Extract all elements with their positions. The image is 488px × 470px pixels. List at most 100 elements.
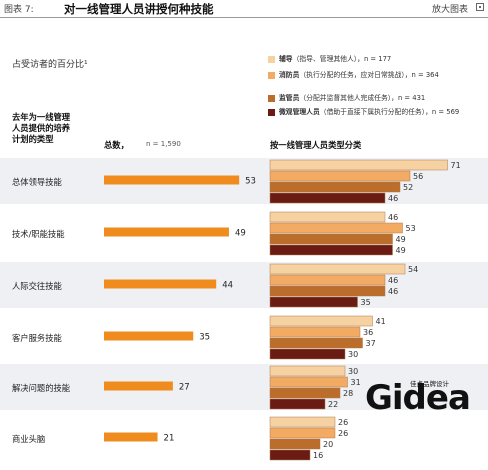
type-bar <box>269 449 311 461</box>
total-value-label: 53 <box>245 177 256 187</box>
type-value-label: 46 <box>388 287 398 296</box>
type-bar <box>269 263 406 275</box>
type-value-label: 52 <box>403 183 413 192</box>
logo-wordmark: Gidea <box>365 378 471 418</box>
type-value-label: 28 <box>343 389 353 398</box>
total-bar <box>104 432 158 442</box>
type-value-label: 20 <box>323 440 333 449</box>
category-label: 技术/职能技能 <box>12 229 65 239</box>
total-bar <box>104 331 194 341</box>
type-value-label: 49 <box>396 246 406 255</box>
legend-text: 微观管理人员（借助于直接下属执行分配的任务），n = 569 <box>279 108 484 117</box>
category-label: 商业头脑 <box>12 434 46 444</box>
type-value-label: 46 <box>388 276 398 285</box>
type-bar <box>269 365 346 377</box>
type-value-label: 37 <box>366 339 376 348</box>
zoom-chart-link[interactable]: 放大图表 <box>432 5 469 15</box>
type-bar <box>269 337 363 349</box>
type-value-label: 41 <box>376 317 386 326</box>
type-bar <box>269 222 403 234</box>
type-bar <box>269 348 346 360</box>
type-bar <box>269 192 386 204</box>
type-bar <box>269 285 386 297</box>
type-value-label: 49 <box>396 235 406 244</box>
figure-label: 图表 7: <box>4 5 34 15</box>
chart-subtitle: 占受访者的百分比¹ <box>12 60 88 70</box>
total-bar <box>104 175 240 185</box>
type-bar <box>269 296 358 308</box>
category-label: 人际交往技能 <box>12 281 62 291</box>
legend-series-name: 微观管理人员 <box>279 108 320 116</box>
legend-swatch <box>268 95 275 102</box>
type-value-label: 71 <box>451 161 461 170</box>
category-band <box>0 262 488 308</box>
total-value-label: 49 <box>235 229 246 239</box>
type-bar <box>269 211 386 223</box>
type-bar <box>269 274 386 286</box>
type-bar <box>269 376 348 388</box>
total-value-label: 21 <box>164 434 175 444</box>
legend-text: 监管员（分配并监督其他人完成任务），n = 431 <box>279 94 484 103</box>
legend-text: 辅导（指导、管理其他人），n = 177 <box>279 55 484 64</box>
category-header-line: 计划的类型 <box>12 134 54 144</box>
type-bar <box>269 427 336 439</box>
total-value-label: 27 <box>179 383 190 393</box>
total-sample-size: n = 1,590 <box>146 140 181 148</box>
page-title: 对一线管理人员讲授何种技能 <box>64 2 214 16</box>
type-bar <box>269 438 321 450</box>
type-bar <box>269 315 373 327</box>
category-label: 解决问题的技能 <box>12 383 71 393</box>
total-value-label: 44 <box>222 281 233 291</box>
type-value-label: 46 <box>388 194 398 203</box>
type-bar <box>269 233 393 245</box>
category-header-line: 去年为一线管理 <box>12 112 71 122</box>
type-value-label: 22 <box>328 400 338 409</box>
legend-series-name: 监管员 <box>279 94 300 102</box>
legend-series-desc: （执行分配的任务，应对日常挑战），n = 364 <box>299 71 439 79</box>
type-value-label: 30 <box>348 350 358 359</box>
category-label: 客户服务技能 <box>12 333 62 343</box>
legend-series-desc: （分配并监督其他人完成任务），n = 431 <box>299 94 426 102</box>
type-bar <box>269 326 361 338</box>
header-divider <box>0 17 488 18</box>
legend-swatch <box>268 72 275 79</box>
logo-tagline: 佳点品牌设计 <box>410 380 449 388</box>
type-value-label: 35 <box>361 298 371 307</box>
type-column-header: 按一线管理人员类型分类 <box>270 140 362 150</box>
type-value-label: 54 <box>408 265 418 274</box>
type-value-label: 31 <box>351 378 361 387</box>
total-bar <box>104 381 173 391</box>
type-bar <box>269 244 393 256</box>
type-value-label: 16 <box>313 451 323 460</box>
total-bar <box>104 279 217 289</box>
type-bar <box>269 416 336 428</box>
type-value-label: 30 <box>348 367 358 376</box>
type-bar <box>269 398 326 410</box>
zoom-icon[interactable] <box>476 3 484 11</box>
category-header-line: 人员提供的培养 <box>12 123 71 133</box>
category-column-header: 去年为一线管理 人员提供的培养 计划的类型 <box>12 112 112 145</box>
type-bar <box>269 181 401 193</box>
type-value-label: 36 <box>363 328 373 337</box>
type-value-label: 26 <box>338 429 348 438</box>
type-value-label: 56 <box>413 172 423 181</box>
total-value-label: 35 <box>199 333 210 343</box>
type-bar <box>269 159 448 171</box>
category-band <box>0 364 488 410</box>
legend-swatch <box>268 109 275 116</box>
gidea-logo: Gidea 佳点品牌设计 <box>365 378 487 418</box>
legend-series-desc: （指导、管理其他人），n = 177 <box>292 55 392 63</box>
legend-swatch <box>268 56 275 63</box>
type-bar <box>269 387 341 399</box>
legend-series-name: 消防员 <box>279 71 300 79</box>
legend-series-name: 辅导 <box>279 55 293 63</box>
category-label: 总体领导技能 <box>12 177 62 187</box>
legend-series-desc: （借助于直接下属执行分配的任务），n = 569 <box>319 108 460 116</box>
total-column-header: 总数， <box>104 140 129 150</box>
legend-text: 消防员（执行分配的任务，应对日常挑战），n = 364 <box>279 71 484 80</box>
type-bar <box>269 170 411 182</box>
type-value-label: 46 <box>388 213 398 222</box>
type-value-label: 26 <box>338 418 348 427</box>
type-value-label: 53 <box>406 224 416 233</box>
